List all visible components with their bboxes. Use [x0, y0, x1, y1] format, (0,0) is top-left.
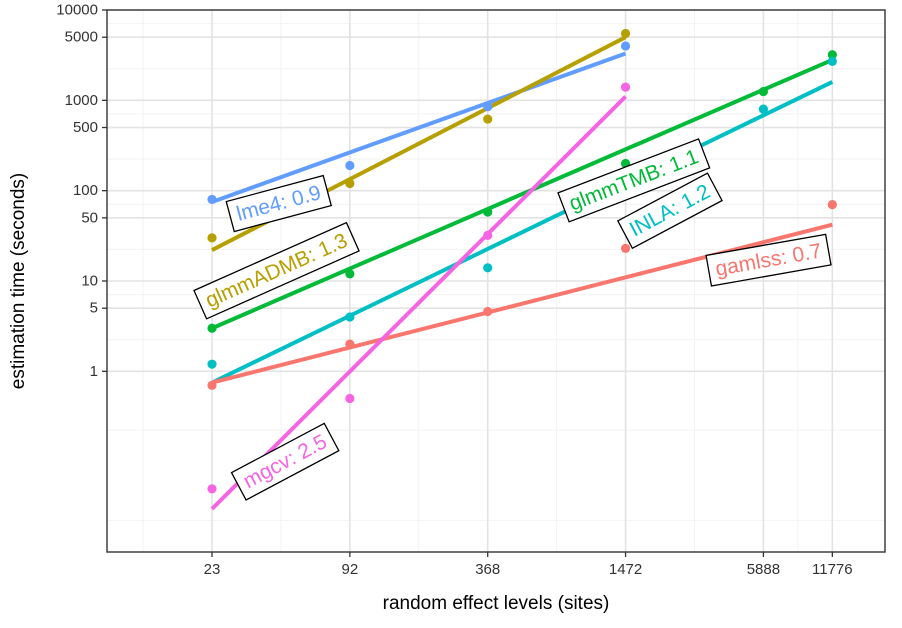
x-tick-label: 1472 — [609, 561, 642, 578]
y-tick-label: 5000 — [65, 29, 98, 46]
fit-label-box — [616, 172, 723, 250]
point-glmmtmb — [207, 323, 217, 333]
x-tick-label: 11776 — [812, 561, 853, 578]
point-inla — [483, 263, 493, 273]
point-inla — [345, 312, 355, 322]
point-glmmadmb — [207, 233, 217, 243]
fit-label-box — [705, 233, 832, 287]
point-gamlss — [345, 339, 355, 349]
point-glmmadmb — [620, 28, 631, 39]
point-gamlss — [827, 200, 837, 210]
y-tick-label: 1000 — [65, 92, 98, 109]
y-tick-label: 1 — [90, 363, 98, 380]
point-lme4 — [207, 194, 217, 205]
point-glmmtmb — [483, 207, 493, 217]
x-axis: 23 92 368 1472 5888 11776 — [204, 552, 853, 578]
y-tick-label: 10 — [81, 273, 98, 290]
fit-label-box — [230, 422, 340, 501]
y-tick-label: 10000 — [56, 2, 98, 19]
y-axis: 1 5 10 50 100 500 1000 5000 10000 — [56, 2, 107, 380]
point-glmmtmb — [345, 269, 355, 279]
fit-line-lme4 — [211, 51, 627, 204]
point-inla — [207, 359, 217, 369]
point-gamlss — [620, 243, 631, 253]
point-gamlss — [483, 306, 493, 317]
x-tick-label: 5888 — [747, 561, 780, 578]
fit-line-glmmtmb — [211, 58, 834, 331]
point-gamlss — [207, 380, 217, 390]
y-axis-title: estimation time (seconds) — [8, 173, 29, 389]
point-lme4 — [345, 160, 355, 171]
point-glmmtmb — [758, 86, 769, 97]
point-inla — [758, 104, 769, 114]
fit-line-inla — [211, 80, 834, 385]
fit-line-mgcv — [210, 95, 627, 511]
point-glmmtmb — [827, 50, 837, 60]
point-mgcv — [620, 82, 631, 92]
x-tick-label: 92 — [342, 561, 359, 578]
point-glmmadmb — [483, 114, 493, 124]
point-lme4 — [620, 41, 631, 51]
point-mgcv — [345, 393, 355, 404]
y-tick-label: 5 — [90, 300, 98, 317]
fit-label-box — [225, 174, 333, 233]
x-tick-label: 368 — [475, 561, 500, 578]
y-tick-label: 50 — [81, 209, 98, 226]
x-tick-label: 23 — [204, 561, 221, 578]
x-axis-title: random effect levels (sites) — [383, 593, 610, 614]
point-mgcv — [483, 230, 493, 240]
y-tick-label: 100 — [73, 182, 98, 199]
y-tick-label: 500 — [73, 119, 98, 136]
fit-label-box — [193, 221, 360, 320]
point-lme4 — [483, 102, 493, 112]
fit-label-box — [557, 138, 711, 223]
point-inla — [827, 56, 837, 66]
data-points — [207, 28, 837, 494]
point-glmmadmb — [345, 178, 355, 189]
point-mgcv — [207, 484, 217, 494]
